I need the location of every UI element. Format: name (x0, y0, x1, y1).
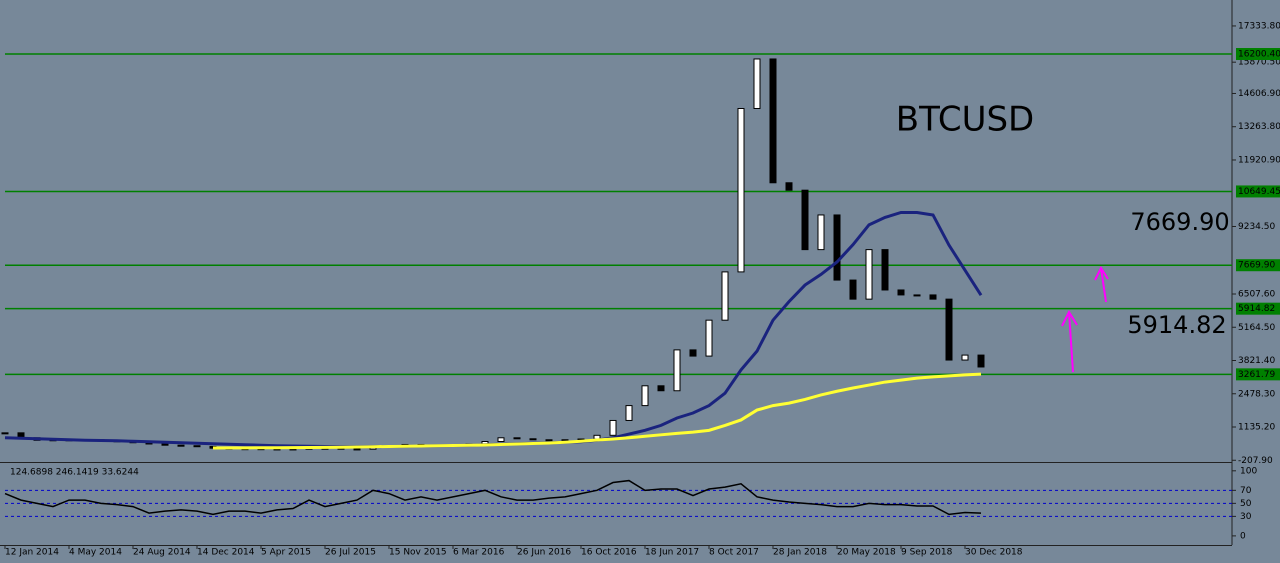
x-tick-label: 26 Jun 2016 (517, 548, 571, 558)
candle (641, 385, 649, 407)
candle (737, 107, 745, 273)
indicator-tick-label: 30 (1240, 512, 1252, 522)
x-tick-label: 26 Jul 2015 (325, 548, 376, 558)
candle (161, 443, 169, 446)
y-tick-label: 13263.80 (1238, 122, 1280, 132)
level-tag (1236, 185, 1280, 198)
indicator-tick-label: 50 (1240, 499, 1252, 509)
level-tag-label: 3261.79 (1238, 370, 1275, 380)
candle (833, 214, 841, 281)
level-tag (1236, 259, 1280, 272)
candle (529, 438, 537, 441)
y-tick-label: 3821.40 (1238, 356, 1275, 366)
candle (849, 279, 857, 300)
candle (689, 349, 697, 357)
level-tag-label: 7669.90 (1238, 261, 1275, 271)
candle (929, 294, 937, 300)
candle (913, 294, 921, 297)
y-tick-label: -207.90 (1238, 456, 1273, 466)
candle (625, 405, 633, 421)
y-tick-label: 2478.30 (1238, 389, 1275, 399)
arrows (1061, 265, 1109, 373)
x-tick-label: 18 Jun 2017 (645, 548, 699, 558)
x-tick-label: 28 Jan 2018 (773, 548, 827, 558)
x-tick-label: 4 May 2014 (69, 548, 122, 558)
y-tick-label: 17333.80 (1238, 21, 1280, 31)
level-tag (1236, 368, 1280, 381)
candle (721, 271, 729, 321)
level-tag-label: 16200.40 (1238, 50, 1280, 60)
x-tick-label: 8 Oct 2017 (709, 548, 759, 558)
level-tag (1236, 48, 1280, 61)
candle (609, 419, 617, 436)
y-tick-label: 9234.50 (1238, 222, 1275, 232)
x-tick-label: 5 Apr 2015 (261, 548, 311, 558)
x-tick-label: 12 Jan 2014 (5, 548, 59, 558)
candle (657, 385, 665, 392)
candle (881, 249, 889, 291)
candle (1, 432, 9, 435)
x-tick-label: 16 Oct 2016 (581, 548, 637, 558)
candle (353, 448, 361, 451)
candle (945, 298, 953, 361)
annotation: 5914.82 (1127, 311, 1226, 339)
arrow (1061, 309, 1078, 373)
x-tick-label: 30 Dec 2018 (965, 548, 1023, 558)
candle (753, 58, 761, 109)
level-tag (1236, 302, 1280, 315)
y-tick-label: 1135.20 (1238, 423, 1275, 433)
level-tag-label: 10649.45 (1238, 187, 1280, 197)
candle (193, 445, 201, 448)
x-tick-label: 20 May 2018 (837, 548, 896, 558)
y-tick-label: 14606.90 (1238, 89, 1280, 99)
x-tick-label: 6 Mar 2016 (453, 548, 505, 558)
candle (497, 437, 505, 442)
candle (513, 437, 521, 440)
x-tick-label: 14 Dec 2014 (197, 548, 255, 558)
x-tick-label: 15 Nov 2015 (389, 548, 447, 558)
candle (801, 189, 809, 251)
candle (769, 58, 777, 184)
y-tick-label: 5164.50 (1238, 323, 1275, 333)
y-tick-label: 6507.60 (1238, 289, 1275, 299)
indicator-label: 124.6898 246.1419 33.6244 (10, 468, 139, 478)
indicator-tick-label: 0 (1240, 531, 1246, 541)
candle (897, 289, 905, 296)
y-tick-label: 15870.50 (1238, 58, 1280, 68)
y-tick-label: 11920.90 (1238, 155, 1280, 165)
chart-title: BTCUSD (896, 100, 1035, 140)
level-tag-label: 5914.82 (1238, 304, 1275, 314)
candle (865, 249, 873, 300)
moving-average (212, 372, 982, 450)
indicator-tick-label: 100 (1240, 466, 1257, 476)
candle (705, 319, 713, 357)
candle (545, 439, 553, 442)
candle (977, 354, 985, 368)
candle (961, 354, 969, 361)
annotation: 7669.90 (1130, 208, 1229, 236)
candle (177, 444, 185, 447)
arrow (1094, 265, 1109, 303)
indicator-tick-label: 70 (1240, 486, 1252, 496)
x-tick-label: 9 Sep 2018 (901, 548, 953, 558)
indicator-line (4, 479, 982, 516)
candle (817, 214, 825, 251)
candle (673, 349, 681, 392)
candle (785, 182, 793, 191)
x-tick-label: 24 Aug 2014 (133, 548, 191, 558)
